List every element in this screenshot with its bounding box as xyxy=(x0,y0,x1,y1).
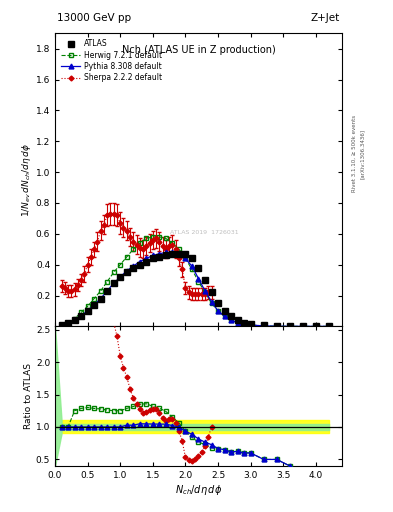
Text: ATLAS 2019  1726031: ATLAS 2019 1726031 xyxy=(170,230,239,235)
Text: Nch (ATLAS UE in Z production): Nch (ATLAS UE in Z production) xyxy=(121,45,275,55)
Text: Z+Jet: Z+Jet xyxy=(311,13,340,23)
Text: Rivet 3.1.10, ≥ 500k events: Rivet 3.1.10, ≥ 500k events xyxy=(352,115,357,192)
Legend: ATLAS, Herwig 7.2.1 default, Pythia 8.308 default, Sherpa 2.2.2 default: ATLAS, Herwig 7.2.1 default, Pythia 8.30… xyxy=(59,37,164,84)
Text: [arXiv:1306.3436]: [arXiv:1306.3436] xyxy=(360,129,365,179)
Y-axis label: $1/N_{ev}\,dN_{ch}/d\eta\,d\phi$: $1/N_{ev}\,dN_{ch}/d\eta\,d\phi$ xyxy=(20,143,33,217)
Text: 13000 GeV pp: 13000 GeV pp xyxy=(57,13,131,23)
Y-axis label: Ratio to ATLAS: Ratio to ATLAS xyxy=(24,363,33,429)
X-axis label: $N_{ch}/d\eta\,d\phi$: $N_{ch}/d\eta\,d\phi$ xyxy=(175,482,222,497)
